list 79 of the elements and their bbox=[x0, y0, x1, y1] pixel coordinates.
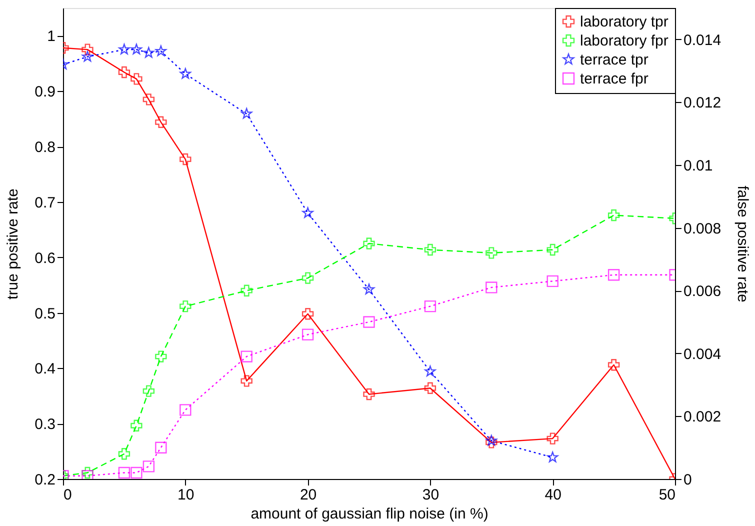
point bbox=[142, 94, 155, 106]
point bbox=[363, 316, 375, 328]
point bbox=[424, 300, 436, 312]
point bbox=[130, 420, 142, 432]
legend-label: terrace tpr bbox=[580, 52, 648, 68]
point bbox=[143, 47, 154, 58]
point bbox=[240, 350, 252, 362]
y2-tick-label: 0.014 bbox=[684, 32, 722, 49]
point bbox=[180, 404, 192, 416]
y-tick-label: 1 bbox=[47, 28, 56, 46]
legend-label: laboratory fpr bbox=[580, 32, 668, 50]
point bbox=[486, 436, 498, 448]
y2-tick-label: 0.012 bbox=[684, 94, 722, 112]
y-tick-label: 0.2 bbox=[34, 472, 56, 488]
point bbox=[424, 244, 436, 256]
y2-tick-label: 0.004 bbox=[684, 346, 722, 363]
point bbox=[118, 448, 130, 460]
point bbox=[155, 442, 167, 454]
point bbox=[546, 432, 558, 444]
point bbox=[547, 452, 558, 462]
y-tick-label: 0.5 bbox=[34, 305, 56, 322]
point bbox=[608, 209, 620, 222]
y-tick-label: 0.3 bbox=[34, 416, 56, 434]
point bbox=[240, 284, 252, 296]
y-tick-label: 0.9 bbox=[34, 84, 56, 101]
point bbox=[302, 328, 314, 340]
point bbox=[118, 466, 130, 479]
x-tick-label: 30 bbox=[422, 486, 440, 504]
y2-tick-label: 0.01 bbox=[684, 158, 713, 174]
point bbox=[180, 153, 192, 166]
point bbox=[142, 460, 155, 472]
point bbox=[118, 66, 130, 78]
point bbox=[424, 382, 436, 394]
point bbox=[118, 44, 130, 54]
x-tick-label: 40 bbox=[544, 486, 562, 504]
point bbox=[363, 284, 375, 294]
x-tick-label: 10 bbox=[178, 486, 194, 504]
point bbox=[486, 247, 498, 259]
point bbox=[241, 108, 252, 119]
point bbox=[486, 282, 498, 294]
point bbox=[363, 238, 375, 250]
point bbox=[424, 366, 436, 376]
y-tick-label: 0.8 bbox=[34, 139, 56, 156]
point bbox=[486, 434, 497, 446]
y2-axis-title: false positive rate bbox=[734, 186, 752, 302]
y-tick-label: 0.4 bbox=[34, 360, 56, 378]
point bbox=[302, 272, 314, 284]
legend-label: laboratory tpr bbox=[580, 14, 668, 30]
point bbox=[546, 244, 558, 256]
y2-tick-label: 0.002 bbox=[684, 408, 722, 426]
y-tick-label: 0.6 bbox=[34, 250, 56, 267]
y2-tick-label: 0.008 bbox=[684, 220, 722, 238]
point bbox=[363, 388, 375, 400]
point bbox=[142, 385, 155, 397]
x-tick-label: 50 bbox=[658, 486, 676, 504]
legend-label: terrace fpr bbox=[580, 70, 648, 88]
y-tick-label: 0.7 bbox=[34, 194, 56, 212]
point bbox=[155, 350, 167, 362]
y2-tick-label: 0.006 bbox=[684, 283, 722, 300]
point bbox=[608, 269, 620, 281]
point bbox=[82, 44, 94, 56]
x-tick-label: 20 bbox=[300, 486, 317, 504]
x-tick-label: 0 bbox=[64, 486, 72, 504]
point bbox=[155, 116, 167, 128]
point bbox=[546, 275, 558, 288]
point bbox=[155, 45, 167, 56]
point bbox=[608, 359, 620, 371]
point bbox=[180, 300, 192, 312]
point bbox=[130, 44, 142, 54]
y-axis-title: true positive rate bbox=[4, 188, 22, 300]
point bbox=[302, 308, 314, 320]
point bbox=[130, 73, 142, 85]
point bbox=[82, 50, 94, 62]
y2-tick-label: 0 bbox=[684, 472, 692, 488]
point bbox=[130, 466, 142, 479]
point bbox=[180, 68, 191, 79]
point bbox=[302, 207, 314, 218]
point bbox=[240, 375, 252, 387]
x-axis-title: amount of gaussian flip noise (in %) bbox=[250, 506, 488, 522]
